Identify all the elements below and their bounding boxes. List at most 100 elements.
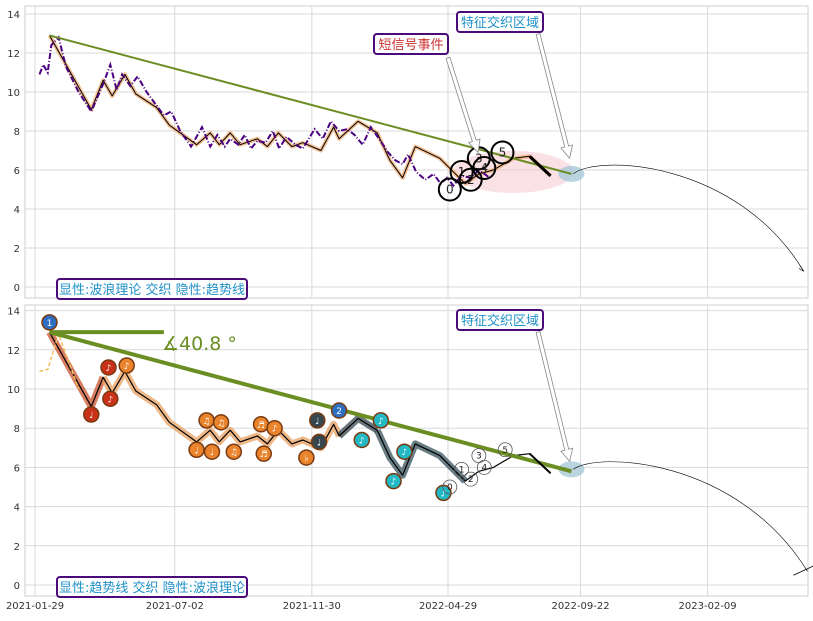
y-tick-label: 12 bbox=[7, 346, 20, 357]
wave-node bbox=[396, 443, 413, 460]
wave-node-label: ♩ bbox=[89, 411, 93, 421]
wave-count-label: 5 bbox=[499, 145, 507, 159]
wave-line bbox=[49, 35, 551, 185]
wave-node-label: ♩ bbox=[194, 446, 198, 456]
wave-count-label: 4 bbox=[481, 463, 487, 473]
price-line bbox=[38, 35, 491, 188]
wave-node bbox=[212, 414, 230, 431]
wave-node-label: 1 bbox=[47, 319, 53, 329]
wave-node bbox=[203, 443, 221, 460]
y-tick-label: 0 bbox=[14, 283, 20, 294]
y-tick-label: 8 bbox=[14, 424, 20, 435]
x-axis-ticks: 2021-01-29 2021-07-02 2021-11-30 2022-04-29… bbox=[6, 601, 737, 612]
wave-node-label: ♬ bbox=[260, 450, 268, 460]
signal-annotation-arrow bbox=[445, 56, 481, 154]
zone-annotation-box bbox=[456, 11, 544, 33]
intersection-zone bbox=[453, 150, 574, 193]
y-tick-label: 10 bbox=[7, 88, 20, 99]
x-tick-label: 2023-02-09 bbox=[679, 601, 737, 612]
zone-annotation: 特征交织区域 bbox=[461, 313, 539, 329]
panel-legend: 显性:趋势线 交织 隐性:波浪理论 bbox=[59, 580, 245, 596]
wave-count-marker bbox=[472, 156, 497, 181]
wave-count-marker bbox=[454, 461, 470, 477]
y-tick-label: 14 bbox=[7, 10, 20, 21]
short-signal-segment bbox=[528, 155, 552, 177]
trendline bbox=[49, 34, 572, 175]
wave-node bbox=[298, 449, 315, 466]
x-tick-label: 2021-07-02 bbox=[146, 601, 204, 612]
y-tick-label: 6 bbox=[14, 166, 20, 177]
wave-node-label: ♭ bbox=[304, 454, 308, 464]
zone-annotation-arrow bbox=[535, 33, 574, 160]
x-tick-label: 2021-01-29 bbox=[6, 601, 64, 612]
wave-node-label: ♪ bbox=[441, 489, 447, 499]
wave-count-marker bbox=[463, 471, 479, 487]
trendline bbox=[49, 330, 572, 474]
wave-node-label: ♪ bbox=[106, 364, 112, 374]
wave-node-label: ♩ bbox=[317, 438, 321, 448]
wave-count-marker bbox=[490, 140, 515, 165]
wave-count-label: 0 bbox=[446, 183, 454, 197]
wave-node-label: ♪ bbox=[402, 448, 408, 458]
wave-count-marker bbox=[449, 159, 474, 184]
wave-count-label: 5 bbox=[502, 446, 508, 456]
wave-count-marker bbox=[497, 442, 513, 458]
panel-legend: 显性:波浪理论 交织 隐性:趋势线 bbox=[59, 282, 245, 298]
x-tick-label: 2021-11-30 bbox=[283, 601, 341, 612]
wave-count-label: 1 bbox=[459, 465, 465, 475]
wave-node bbox=[372, 412, 390, 429]
y-tick-label: 0 bbox=[14, 581, 20, 592]
wave-node bbox=[41, 314, 58, 331]
y-tick-label: 4 bbox=[14, 503, 20, 514]
y-tick-label: 8 bbox=[14, 127, 20, 138]
panel-legend-box bbox=[56, 576, 248, 598]
wave-node bbox=[330, 402, 348, 419]
price-trace bbox=[39, 331, 80, 390]
wave-node-label: ♫ bbox=[203, 417, 211, 427]
wave-node-label: ♪ bbox=[124, 362, 130, 372]
wave-node bbox=[435, 484, 452, 502]
wave-node bbox=[309, 412, 326, 429]
wave-node-label: ♩ bbox=[210, 448, 214, 458]
wave-node bbox=[255, 445, 272, 462]
signal-annotation-box bbox=[373, 33, 449, 55]
wave-count-marker bbox=[442, 479, 458, 495]
y-tick-label: 10 bbox=[7, 385, 20, 396]
wave-node-label: ♫ bbox=[217, 419, 225, 429]
zone-annotation-arrow bbox=[535, 331, 574, 463]
y-tick-label: 6 bbox=[14, 463, 20, 474]
wave-count-label: 0 bbox=[447, 483, 453, 493]
short-signal-segment bbox=[529, 452, 552, 475]
wave-node bbox=[118, 357, 135, 374]
wave-node bbox=[225, 443, 243, 460]
wave-count-label: 4 bbox=[480, 161, 488, 175]
wave-count-marker bbox=[437, 177, 462, 202]
x-tick-label: 2022-09-22 bbox=[551, 601, 609, 612]
wave-node bbox=[100, 359, 117, 376]
wave-node bbox=[385, 472, 402, 490]
wave-node-label: ♫ bbox=[230, 448, 238, 458]
wave-node-label: ♪ bbox=[272, 425, 278, 435]
angle-label: ∡40.8 ° bbox=[162, 333, 237, 355]
wave-count-marker bbox=[476, 459, 492, 475]
plot-frame bbox=[24, 304, 809, 597]
zone-annotation-box bbox=[456, 309, 544, 331]
wave-node-label: ♬ bbox=[257, 421, 265, 431]
wave-node bbox=[102, 390, 119, 408]
y-tick-label: 2 bbox=[14, 542, 20, 553]
wave-node-label: ♪ bbox=[107, 395, 113, 405]
projection-curve bbox=[573, 164, 805, 272]
wave-node bbox=[353, 431, 371, 449]
wave-node-label: 2 bbox=[336, 407, 342, 417]
wave-node bbox=[310, 433, 328, 451]
panel-legend-box bbox=[56, 278, 248, 300]
signal-annotation: 短信号事件 bbox=[378, 38, 443, 53]
x-tick-label: 2022-04-29 bbox=[419, 601, 477, 612]
zone-annotation: 特征交织区域 bbox=[461, 15, 539, 31]
projection-curve bbox=[573, 461, 808, 572]
wave-node-label: ♪ bbox=[391, 478, 397, 488]
